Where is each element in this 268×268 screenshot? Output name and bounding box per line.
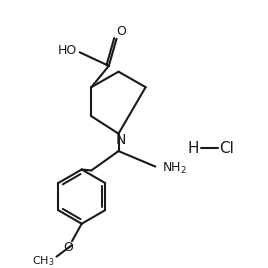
Text: Cl: Cl — [219, 141, 234, 156]
Text: HO: HO — [58, 44, 77, 57]
Text: H: H — [187, 141, 199, 156]
Text: O: O — [63, 241, 73, 254]
Text: N: N — [115, 133, 126, 147]
Text: O: O — [117, 25, 126, 39]
Text: NH$_2$: NH$_2$ — [162, 161, 187, 176]
Text: CH$_3$: CH$_3$ — [32, 255, 54, 268]
